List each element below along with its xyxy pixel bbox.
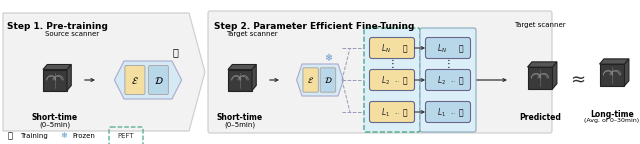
Polygon shape xyxy=(67,65,71,90)
FancyBboxPatch shape xyxy=(369,70,415,90)
Polygon shape xyxy=(527,67,552,89)
Text: Long-time: Long-time xyxy=(590,110,634,119)
Text: $\mathcal{D}$: $\mathcal{D}$ xyxy=(154,74,163,86)
Polygon shape xyxy=(625,59,629,86)
Text: Step 2. Parameter Efficient Fine-Tuning: Step 2. Parameter Efficient Fine-Tuning xyxy=(214,22,414,31)
Text: ...: ... xyxy=(450,77,456,83)
Polygon shape xyxy=(527,62,557,67)
Text: $L_{1}$: $L_{1}$ xyxy=(381,107,390,119)
Polygon shape xyxy=(43,70,67,90)
Text: PEFT: PEFT xyxy=(118,133,134,139)
Text: $\mathcal{E}$: $\mathcal{E}$ xyxy=(307,75,314,85)
Text: 🔥: 🔥 xyxy=(403,76,407,86)
Polygon shape xyxy=(228,65,256,70)
Text: 🔥: 🔥 xyxy=(8,131,13,141)
Text: $L_{N}$: $L_{N}$ xyxy=(381,43,391,55)
Polygon shape xyxy=(296,64,344,96)
FancyBboxPatch shape xyxy=(303,68,318,92)
Text: Source scanner: Source scanner xyxy=(45,31,99,37)
Text: $L_{2}$: $L_{2}$ xyxy=(437,75,447,87)
Text: ❄: ❄ xyxy=(60,131,67,141)
Text: Training: Training xyxy=(20,133,48,139)
FancyBboxPatch shape xyxy=(420,28,476,132)
Text: ⋮: ⋮ xyxy=(387,59,397,69)
Polygon shape xyxy=(252,65,256,90)
Text: 🔥: 🔥 xyxy=(403,44,407,54)
FancyBboxPatch shape xyxy=(320,68,335,92)
Text: ...: ... xyxy=(394,77,399,83)
Polygon shape xyxy=(552,62,557,89)
FancyBboxPatch shape xyxy=(426,37,470,58)
Text: Step 1. Pre-training: Step 1. Pre-training xyxy=(7,22,108,31)
Text: $L_{N}$: $L_{N}$ xyxy=(437,43,447,55)
Text: Frozen: Frozen xyxy=(72,133,95,139)
FancyBboxPatch shape xyxy=(426,70,470,90)
Text: 🔥: 🔥 xyxy=(458,44,463,54)
Text: $\mathcal{E}$: $\mathcal{E}$ xyxy=(131,74,139,86)
FancyBboxPatch shape xyxy=(125,66,145,94)
Polygon shape xyxy=(43,65,71,70)
Text: ≈: ≈ xyxy=(570,71,586,89)
Text: ⋮: ⋮ xyxy=(443,59,453,69)
Text: 🔥: 🔥 xyxy=(458,76,463,86)
Text: ❄: ❄ xyxy=(324,53,332,63)
Text: $L_{1}$: $L_{1}$ xyxy=(437,107,447,119)
Text: ...: ... xyxy=(450,109,456,114)
Text: (0–5min): (0–5min) xyxy=(40,121,70,127)
Polygon shape xyxy=(3,13,205,131)
Text: $L_{2}$: $L_{2}$ xyxy=(381,75,390,87)
Polygon shape xyxy=(600,64,625,86)
Text: 🔥: 🔥 xyxy=(403,108,407,118)
Text: 🔥: 🔥 xyxy=(458,108,463,118)
Polygon shape xyxy=(600,59,629,64)
FancyBboxPatch shape xyxy=(369,102,415,123)
Text: 🔥: 🔥 xyxy=(173,47,179,57)
Text: Short-time: Short-time xyxy=(217,113,263,122)
FancyBboxPatch shape xyxy=(148,66,168,94)
Text: (0–5min): (0–5min) xyxy=(225,121,255,127)
Polygon shape xyxy=(115,61,182,99)
FancyBboxPatch shape xyxy=(369,37,415,58)
Text: (Avg. of 0–30min): (Avg. of 0–30min) xyxy=(584,118,639,123)
Text: $\mathcal{D}$: $\mathcal{D}$ xyxy=(324,75,332,85)
FancyBboxPatch shape xyxy=(364,28,420,132)
FancyBboxPatch shape xyxy=(208,11,552,133)
Text: Short-time: Short-time xyxy=(32,113,78,122)
Text: Target scanner: Target scanner xyxy=(514,22,566,28)
Text: Target scanner: Target scanner xyxy=(226,31,278,37)
Text: ...: ... xyxy=(394,109,399,114)
FancyBboxPatch shape xyxy=(426,102,470,123)
Polygon shape xyxy=(228,70,252,90)
Text: Predicted: Predicted xyxy=(519,113,561,122)
